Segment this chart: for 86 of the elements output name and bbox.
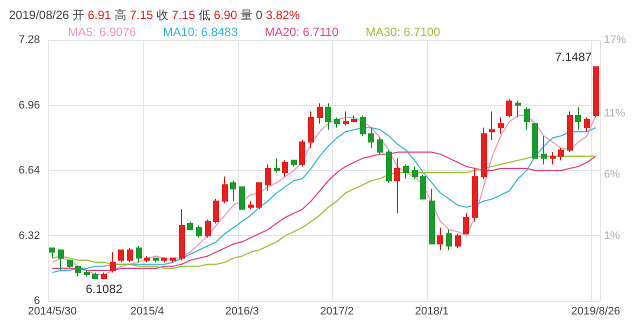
candlestick <box>196 225 202 238</box>
candlestick <box>230 180 236 202</box>
text: MA20: 6.7110 <box>264 25 339 39</box>
candlestick <box>472 168 478 222</box>
x-tick-label: 2017/2 <box>320 306 354 318</box>
y2-tick-label: 11% <box>604 107 626 120</box>
candlestick <box>351 114 357 122</box>
candlestick <box>524 106 530 130</box>
candlestick <box>550 152 556 165</box>
candlestick <box>92 272 98 280</box>
candlestick <box>161 258 167 263</box>
candlestick <box>317 102 323 124</box>
y-tick-label: 6.64 <box>18 164 40 176</box>
candlestick <box>386 150 392 184</box>
candlestick <box>291 160 297 167</box>
candlestick <box>84 270 90 278</box>
candlestick <box>368 127 374 149</box>
y2-tick-label: 17% <box>604 34 626 46</box>
candlestick <box>127 247 133 263</box>
candlestick <box>179 208 185 261</box>
candlestick <box>282 160 288 178</box>
x-tick-label: 2015/4 <box>130 306 164 318</box>
candlestick <box>575 106 581 130</box>
candlestick <box>101 272 107 280</box>
candlestick <box>325 102 331 130</box>
candlestick <box>412 166 418 180</box>
chart-title: 2019/08/26 开 6.91 高 7.15 收 7.15 低 6.90 量 0 3.82% <box>9 8 300 22</box>
y-tick-label: 7.28 <box>18 34 40 46</box>
annotation: 6.1082 <box>86 282 123 296</box>
y2-tick-label: 1% <box>604 230 620 242</box>
candlestick <box>343 110 349 126</box>
candlestick <box>248 200 254 210</box>
candlestick <box>265 164 271 192</box>
candlestick <box>446 229 452 251</box>
candlestick <box>144 256 150 263</box>
candlestick <box>377 137 383 155</box>
candlestick <box>187 220 193 230</box>
annotation: 7.1487 <box>554 50 592 64</box>
text: MA30: 6.7100 <box>366 25 441 39</box>
candlestick <box>541 135 547 165</box>
candlestick <box>205 218 211 238</box>
text: MA10: 6.8483 <box>163 25 238 39</box>
candlestick <box>489 110 495 140</box>
candlestick <box>274 158 280 174</box>
candlestick <box>299 139 305 167</box>
candlestick <box>118 250 124 263</box>
candlestick <box>463 212 469 234</box>
candlestick <box>558 148 564 161</box>
y-tick-label: 6 <box>34 295 40 307</box>
candlestick <box>308 110 314 149</box>
candlestick <box>75 266 81 278</box>
candlestick <box>222 176 228 204</box>
candlestick <box>67 260 73 269</box>
candlestick <box>498 116 504 134</box>
candlestick <box>593 66 599 118</box>
candlestick <box>403 164 409 180</box>
candlestick <box>394 158 400 214</box>
candlestick <box>506 98 512 118</box>
candlestick <box>58 250 64 271</box>
x-tick-label: 2018/1 <box>414 306 449 318</box>
y-tick-label: 6.32 <box>18 230 40 242</box>
candlestick <box>567 110 573 153</box>
text: MA5: 6.9076 <box>68 25 136 39</box>
candlestick <box>136 245 142 263</box>
x-tick-label: 2014/5/30 <box>28 306 77 318</box>
candlestick <box>515 100 521 118</box>
candlestick <box>360 114 366 136</box>
candlestick <box>420 174 426 200</box>
candlestick <box>239 186 245 210</box>
candlestick <box>481 127 487 180</box>
x-tick-label: 2019/8/26 <box>571 306 620 318</box>
y-tick-label: 6.96 <box>18 99 40 112</box>
candlestick <box>110 252 116 273</box>
candlestick <box>334 116 340 128</box>
candlestick <box>437 227 443 251</box>
candlestick <box>170 258 176 263</box>
candlestick <box>256 182 262 210</box>
candlestick <box>429 188 435 244</box>
candlestick <box>532 123 538 159</box>
candlestick <box>584 116 590 132</box>
candlestick <box>455 233 461 248</box>
candlestick <box>153 258 159 263</box>
candlestick <box>49 247 55 259</box>
y2-tick-label: 6% <box>604 168 620 181</box>
candlestick <box>213 198 219 224</box>
x-tick-label: 2016/3 <box>225 306 259 318</box>
